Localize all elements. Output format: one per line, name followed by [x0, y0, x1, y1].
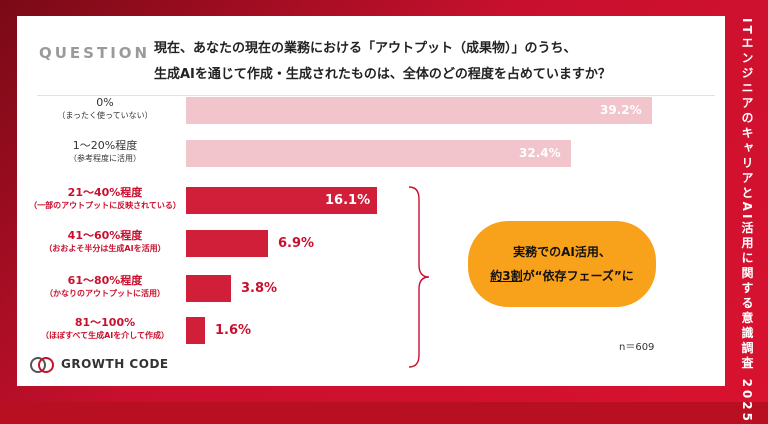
- category-label: 21〜40%程度 （一部のアウトプットに反映されている）: [25, 186, 185, 212]
- bar-value-label: 1.6%: [215, 323, 252, 338]
- bar-value-label: 32.4%: [519, 146, 561, 160]
- bracket-icon: [408, 186, 430, 368]
- category-label-sub: （一部のアウトプットに反映されている）: [29, 201, 181, 210]
- category-label-main: 41〜60%程度: [67, 229, 143, 242]
- category-label: 81〜100% （ほぼすべて生成AIを介して作成）: [25, 316, 185, 342]
- bar-value-label: 16.1%: [325, 193, 371, 208]
- bar: [186, 275, 231, 302]
- bar: [186, 97, 652, 124]
- chart-card: QUESTION 現在、あなたの現在の業務における「アウトプット（成果物）」のう…: [17, 16, 725, 386]
- category-label-sub: （まったく使っていない）: [57, 111, 153, 120]
- category-label: 0% （まったく使っていない）: [25, 96, 185, 122]
- category-label-main: 21〜40%程度: [67, 186, 143, 199]
- bar: [186, 187, 377, 214]
- category-label-main: 0%: [96, 96, 114, 109]
- growth-code-logo-icon: [30, 357, 54, 373]
- callout-line1: 実務でのAI活用、: [513, 245, 611, 259]
- callout-emphasis: 約3割: [490, 269, 523, 283]
- bar: [186, 317, 205, 344]
- bar: [186, 140, 571, 167]
- question-label: QUESTION: [39, 44, 151, 62]
- category-label-sub: （ほぼすべて生成AIを介して作成）: [40, 331, 170, 340]
- category-label: 1〜20%程度 （参考程度に活用）: [25, 139, 185, 165]
- question-text-line2: 生成AIを通じて作成・生成されたものは、全体のどの程度を占めていますか？: [154, 67, 611, 82]
- bar: [186, 230, 268, 257]
- category-label-sub: （かなりのアウトプットに活用）: [45, 289, 165, 298]
- category-label-main: 81〜100%: [74, 316, 136, 329]
- callout-line2-rest: が“依存フェーズ”に: [522, 269, 634, 283]
- category-label-sub: （おおよそ半分は生成AIを活用）: [44, 244, 166, 253]
- survey-title-vertical: ITエンジニアのキャリアとAI活用に関する意識調査 2025: [740, 18, 754, 424]
- category-label: 41〜60%程度 （おおよそ半分は生成AIを活用）: [25, 229, 185, 255]
- category-label: 61〜80%程度 （かなりのアウトプットに活用）: [25, 274, 185, 300]
- callout-bubble: 実務でのAI活用、 約3割が“依存フェーズ”に: [468, 221, 656, 307]
- bar-value-label: 3.8%: [241, 281, 278, 296]
- callout-line2: 約3割が“依存フェーズ”に: [468, 267, 656, 284]
- category-label-sub: （参考程度に活用）: [69, 154, 141, 163]
- bar-value-label: 6.9%: [278, 236, 315, 251]
- question-text-line1: 現在、あなたの現在の業務における「アウトプット（成果物）」のうち、: [154, 41, 577, 56]
- sample-size: n＝609: [619, 342, 655, 353]
- brand-name: GROWTH CODE: [61, 357, 169, 371]
- question-text: 現在、あなたの現在の業務における「アウトプット（成果物）」のうち、 生成AIを通…: [154, 36, 714, 88]
- category-label-main: 61〜80%程度: [67, 274, 143, 287]
- bar-value-label: 39.2%: [600, 103, 642, 117]
- divider: [37, 95, 715, 96]
- category-label-main: 1〜20%程度: [72, 139, 138, 152]
